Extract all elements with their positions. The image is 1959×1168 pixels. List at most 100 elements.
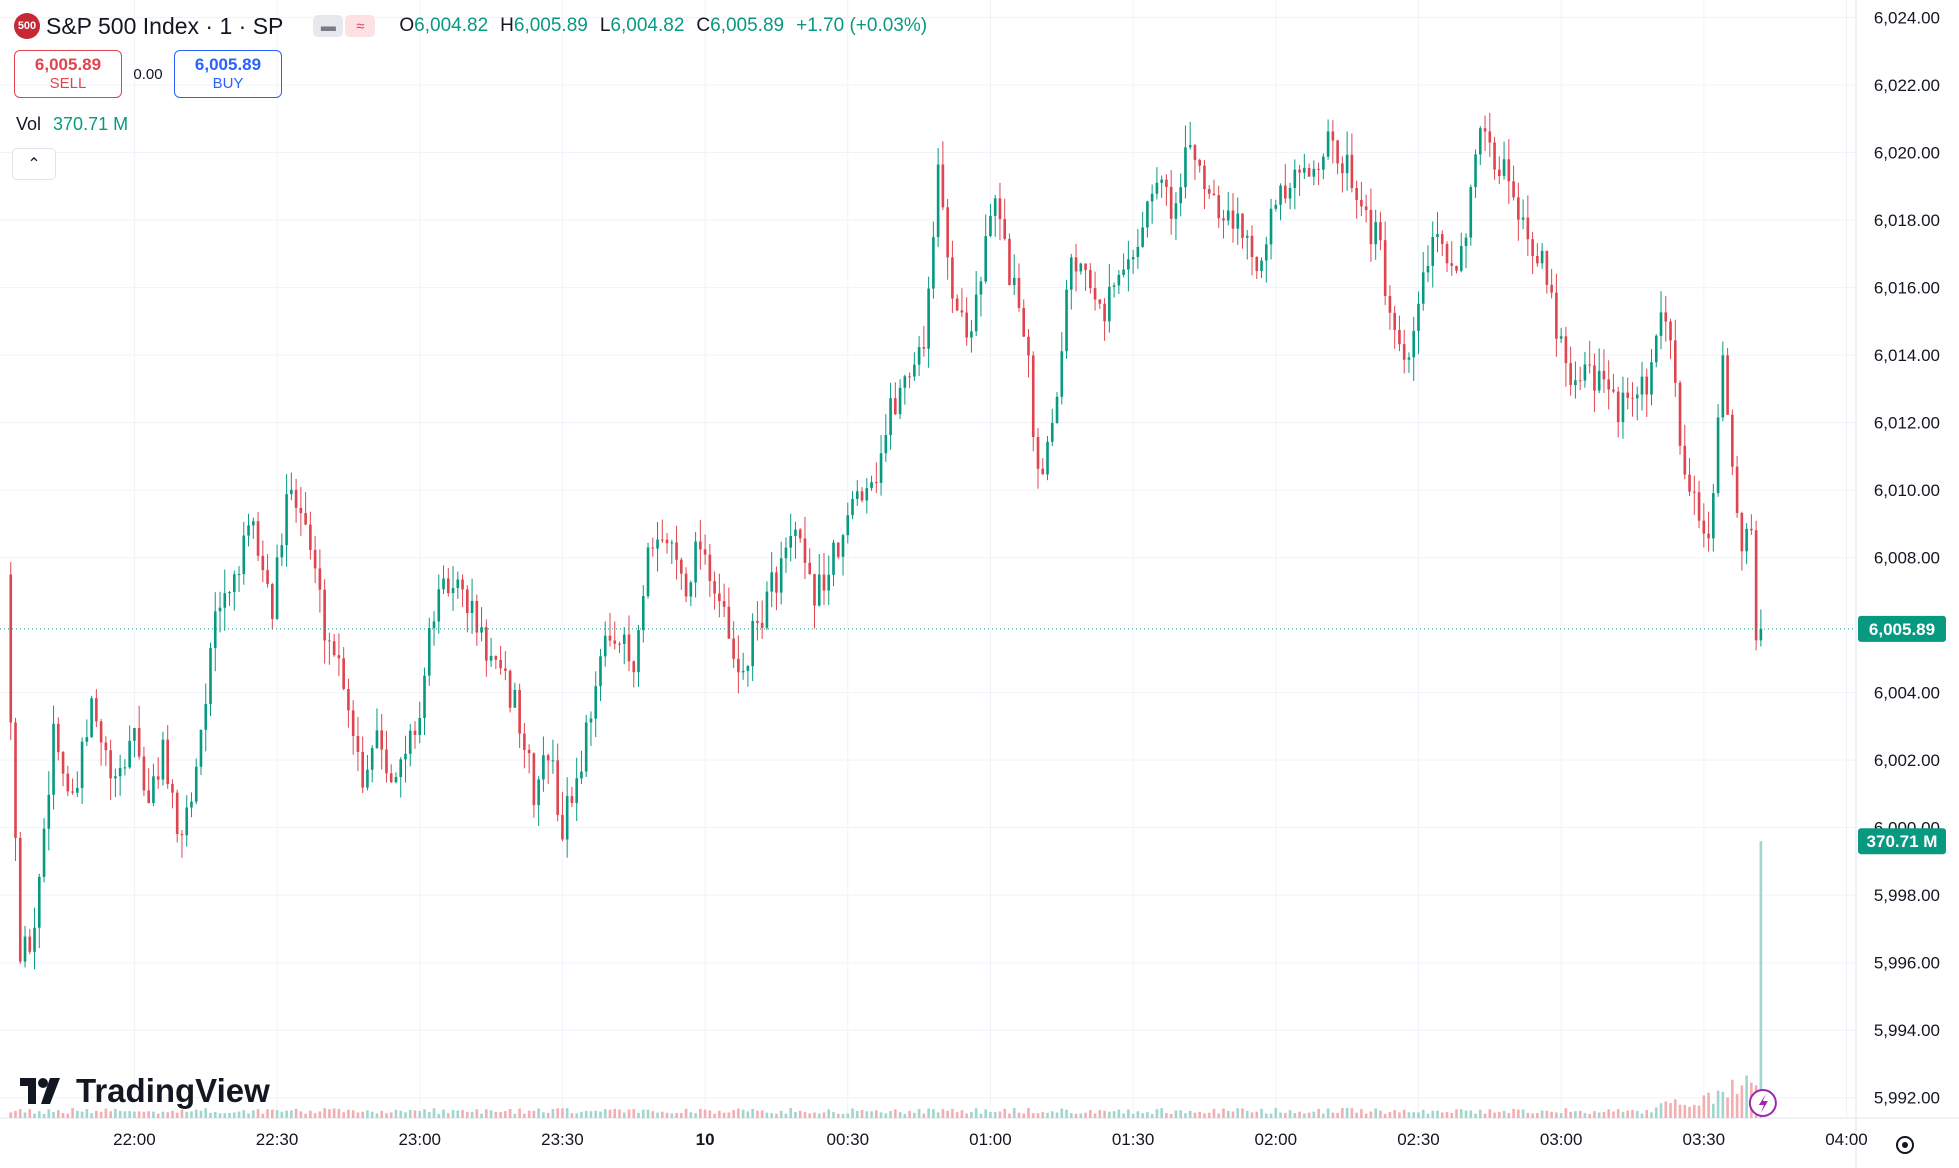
candle-body bbox=[908, 376, 911, 378]
volume-bar bbox=[1588, 1113, 1591, 1118]
candle-body bbox=[109, 750, 112, 779]
candle-body bbox=[90, 698, 93, 738]
volume-bar bbox=[171, 1110, 174, 1118]
candle-body bbox=[351, 710, 355, 736]
candle-body bbox=[1517, 197, 1520, 220]
volume-bar bbox=[689, 1112, 693, 1118]
symbol-logo[interactable]: 500 bbox=[14, 13, 40, 39]
volume-bar bbox=[751, 1108, 754, 1118]
volume-bar bbox=[370, 1111, 374, 1118]
candle-body bbox=[608, 635, 612, 641]
volume-bar bbox=[95, 1110, 98, 1118]
candle-body bbox=[684, 573, 688, 597]
volume-bar bbox=[537, 1108, 540, 1118]
candle-body bbox=[1065, 289, 1068, 352]
candle-body bbox=[161, 739, 165, 780]
volume-bar bbox=[860, 1110, 864, 1118]
volume-bar bbox=[1702, 1095, 1706, 1118]
volume-bar bbox=[1440, 1112, 1444, 1118]
ohlc-high: H6,005.89 bbox=[500, 15, 588, 37]
buy-button[interactable]: 6,005.89 BUY bbox=[174, 50, 282, 98]
volume-bar bbox=[803, 1112, 807, 1118]
candle-body bbox=[1036, 437, 1040, 469]
candle-body bbox=[1060, 351, 1064, 397]
settings-gear-icon bbox=[1896, 1136, 1914, 1154]
volume-bar bbox=[779, 1110, 783, 1118]
volume-bar bbox=[266, 1109, 269, 1118]
candle-body bbox=[1645, 376, 1649, 395]
candle-body bbox=[760, 622, 764, 628]
volume-bar bbox=[470, 1111, 474, 1118]
candle-body bbox=[551, 760, 555, 762]
high-label: H bbox=[500, 15, 514, 36]
volume-bar bbox=[1226, 1110, 1230, 1118]
candle-body bbox=[1697, 492, 1701, 521]
volume-bar bbox=[941, 1109, 945, 1118]
candle-body bbox=[570, 796, 574, 804]
candle-body bbox=[470, 600, 474, 614]
candle-body bbox=[104, 742, 108, 751]
volume-bar bbox=[190, 1111, 193, 1118]
tradingview-logo[interactable]: TradingView bbox=[20, 1072, 270, 1110]
volume-bar bbox=[1260, 1108, 1263, 1118]
candle-body bbox=[190, 801, 193, 808]
candle-body bbox=[256, 521, 260, 556]
candle-body bbox=[993, 198, 997, 216]
volume-bar bbox=[1341, 1108, 1344, 1118]
candle-body bbox=[1136, 246, 1140, 258]
volume-bar bbox=[423, 1109, 426, 1118]
candle-body bbox=[1664, 312, 1668, 322]
symbol-title[interactable]: S&P 500 Index · 1 · SP bbox=[46, 12, 284, 39]
candle-body bbox=[494, 655, 498, 660]
volume-bar bbox=[675, 1112, 678, 1118]
volume-bar bbox=[1550, 1111, 1553, 1118]
candle-body bbox=[917, 347, 921, 365]
candle-body bbox=[1103, 303, 1106, 322]
candle-body bbox=[204, 704, 208, 730]
volume-bar bbox=[1336, 1112, 1339, 1118]
volume-bar bbox=[385, 1113, 388, 1118]
volume-bar bbox=[485, 1109, 488, 1118]
candle-body bbox=[213, 611, 217, 648]
candle-body bbox=[575, 778, 579, 804]
candle-body bbox=[1369, 210, 1373, 245]
ohlc-values: O6,004.82 H6,005.89 L6,004.82 C6,005.89 … bbox=[399, 15, 927, 37]
candle-body bbox=[461, 579, 464, 590]
candle-body bbox=[1293, 169, 1297, 189]
candle-body bbox=[1464, 237, 1468, 246]
candle-body bbox=[1027, 336, 1030, 356]
candle-body bbox=[1160, 179, 1163, 183]
candle-body bbox=[1269, 208, 1273, 245]
candle-body bbox=[1341, 163, 1344, 174]
volume-bar bbox=[237, 1111, 241, 1118]
candle-body bbox=[1364, 206, 1368, 211]
candle-body bbox=[18, 837, 22, 962]
volume-bar bbox=[199, 1110, 203, 1118]
candle-body bbox=[694, 541, 697, 583]
volume-bar bbox=[1008, 1113, 1011, 1118]
price-tick-label: 6,012.00 bbox=[1874, 414, 1940, 433]
sell-button[interactable]: 6,005.89 SELL bbox=[14, 50, 122, 98]
volume-bar bbox=[1640, 1113, 1644, 1118]
candle-body bbox=[1754, 530, 1758, 641]
candle-body bbox=[185, 807, 189, 836]
minus-icon[interactable]: ▬ bbox=[313, 15, 344, 37]
volume-bar bbox=[737, 1108, 740, 1118]
candle-body bbox=[504, 668, 507, 671]
volume-bar bbox=[480, 1113, 483, 1118]
price-tick-label: 6,008.00 bbox=[1874, 549, 1940, 568]
candle-body bbox=[99, 721, 103, 743]
volume-bar bbox=[741, 1109, 745, 1118]
candle-body bbox=[271, 584, 274, 619]
volume-bar bbox=[1498, 1111, 1501, 1118]
volume-bar bbox=[1602, 1112, 1606, 1118]
volume-bar bbox=[1683, 1105, 1687, 1118]
candle-body bbox=[508, 670, 512, 708]
candle-body bbox=[1022, 307, 1026, 337]
candle-body bbox=[427, 628, 431, 676]
volume-bar bbox=[760, 1110, 764, 1118]
candle-body bbox=[703, 549, 707, 555]
collapse-legend-button[interactable]: ⌃ bbox=[12, 148, 56, 180]
wave-icon[interactable]: ≈ bbox=[345, 15, 376, 37]
